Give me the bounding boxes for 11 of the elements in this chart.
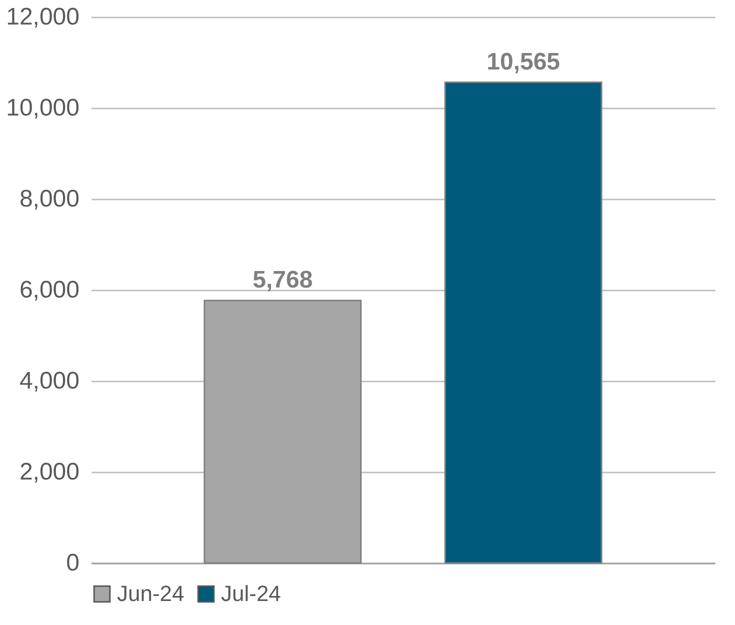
legend-label: Jul-24 (221, 581, 281, 606)
y-tick-label: 8,000 (19, 186, 80, 212)
y-tick-label: 4,000 (19, 368, 80, 394)
data-label: 5,768 (252, 266, 313, 294)
data-label: 10,565 (486, 48, 560, 76)
y-tick-label: 12,000 (6, 4, 80, 30)
y-tick-label: 0 (66, 550, 80, 576)
y-tick-label: 6,000 (19, 276, 80, 304)
y-tick-label: 10,000 (6, 94, 80, 122)
y-tick-label: 2,000 (19, 458, 80, 486)
legend-label: Jun-24 (117, 581, 184, 606)
